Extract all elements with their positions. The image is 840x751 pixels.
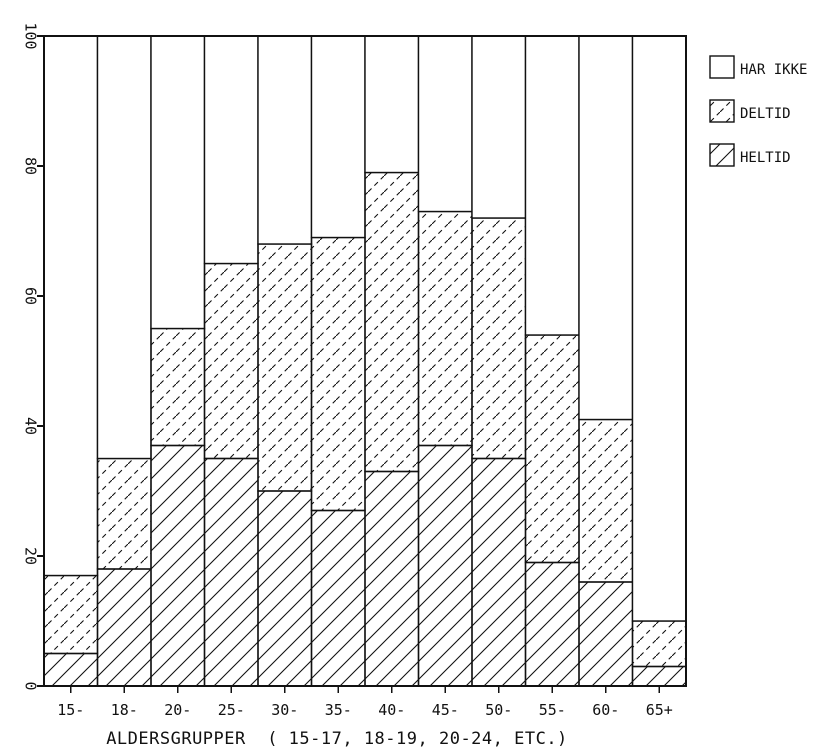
bar-segment-heltid-8	[417, 444, 473, 687]
bar-segment-heltid-4	[203, 457, 259, 687]
legend-label-har-ikke: HAR IKKE	[740, 62, 807, 78]
bar-segment-har-ikke-1	[43, 35, 99, 577]
x-tick-label: 55-	[539, 701, 566, 719]
plot-frame	[43, 35, 687, 687]
bar-segment-heltid-1	[43, 652, 99, 687]
bar-segment-deltid-10	[524, 334, 580, 564]
bar-segment-har-ikke-6	[310, 35, 366, 239]
x-tick-label: 60-	[592, 701, 619, 719]
x-tick-label: 25-	[218, 701, 245, 719]
bar-segment-heltid-5	[257, 490, 313, 687]
bar-segment-har-ikke-2	[96, 35, 152, 460]
x-tick-label: 20-	[164, 701, 191, 719]
legend-swatch-har-ikke	[709, 55, 735, 79]
bar-segment-deltid-3	[150, 327, 206, 447]
x-tick-label: 35-	[325, 701, 352, 719]
bar-segment-har-ikke-9	[471, 35, 527, 219]
bar-segment-deltid-6	[310, 236, 366, 512]
bar-segment-heltid-6	[310, 509, 366, 687]
bar-segment-deltid-11	[578, 418, 634, 583]
legend-label-heltid: HELTID	[740, 150, 791, 166]
x-tick-label: 40-	[378, 701, 405, 719]
x-axis-label: ALDERSGRUPPER ( 15-17, 18-19, 20-24, ETC…	[106, 729, 568, 749]
y-tick-label: 100	[22, 22, 40, 49]
bar-segment-har-ikke-3	[150, 35, 206, 330]
bar-segment-deltid-9	[471, 217, 527, 460]
bar-segment-heltid-3	[150, 444, 206, 687]
bar-segment-heltid-11	[578, 581, 634, 687]
bar-segment-har-ikke-7	[364, 35, 420, 174]
bar-segment-har-ikke-8	[417, 35, 473, 213]
y-tick-label: 20	[22, 547, 40, 565]
x-tick-labels: 15- 18- 20- 25- 30- 35- 40- 45- 50- 55- 60- 65+	[57, 701, 673, 719]
legend-swatch-heltid	[709, 143, 735, 167]
y-tick-label: 80	[22, 157, 40, 175]
bar-segment-har-ikke-12	[631, 35, 687, 622]
x-tick-label: 65+	[646, 701, 673, 719]
y-tick-label: 0	[22, 681, 40, 690]
bar-segment-har-ikke-11	[578, 35, 634, 421]
legend: HAR IKKE DELTID HELTID	[709, 55, 807, 167]
y-tick-labels: 0 20 40 60 80 100	[22, 22, 40, 690]
legend-swatch-deltid	[709, 99, 735, 123]
bar-segment-heltid-9	[471, 457, 527, 687]
bars-layer	[43, 35, 687, 687]
bar-segment-deltid-5	[257, 243, 313, 492]
bar-segment-deltid-1	[43, 574, 99, 655]
y-tick-label: 40	[22, 417, 40, 435]
legend-label-deltid: DELTID	[740, 106, 791, 122]
bar-segment-heltid-12	[631, 665, 687, 687]
bar-segment-heltid-7	[364, 470, 420, 687]
bar-segment-heltid-10	[524, 561, 580, 687]
x-tick-label: 45-	[432, 701, 459, 719]
x-tick-label: 30-	[271, 701, 298, 719]
bar-segment-deltid-8	[417, 210, 473, 447]
bar-segment-deltid-4	[203, 262, 259, 460]
bar-segment-deltid-7	[364, 171, 420, 473]
x-tick-label: 50-	[485, 701, 512, 719]
bar-segment-heltid-2	[96, 568, 152, 687]
bar-segment-deltid-12	[631, 620, 687, 668]
axis-layer	[37, 35, 687, 693]
bar-segment-har-ikke-4	[203, 35, 259, 265]
bar-segment-deltid-2	[96, 457, 152, 570]
bar-segment-har-ikke-5	[257, 35, 313, 245]
y-tick-label: 60	[22, 287, 40, 305]
bar-segment-har-ikke-10	[524, 35, 580, 336]
x-tick-label: 15-	[57, 701, 84, 719]
x-tick-label: 18-	[111, 701, 138, 719]
